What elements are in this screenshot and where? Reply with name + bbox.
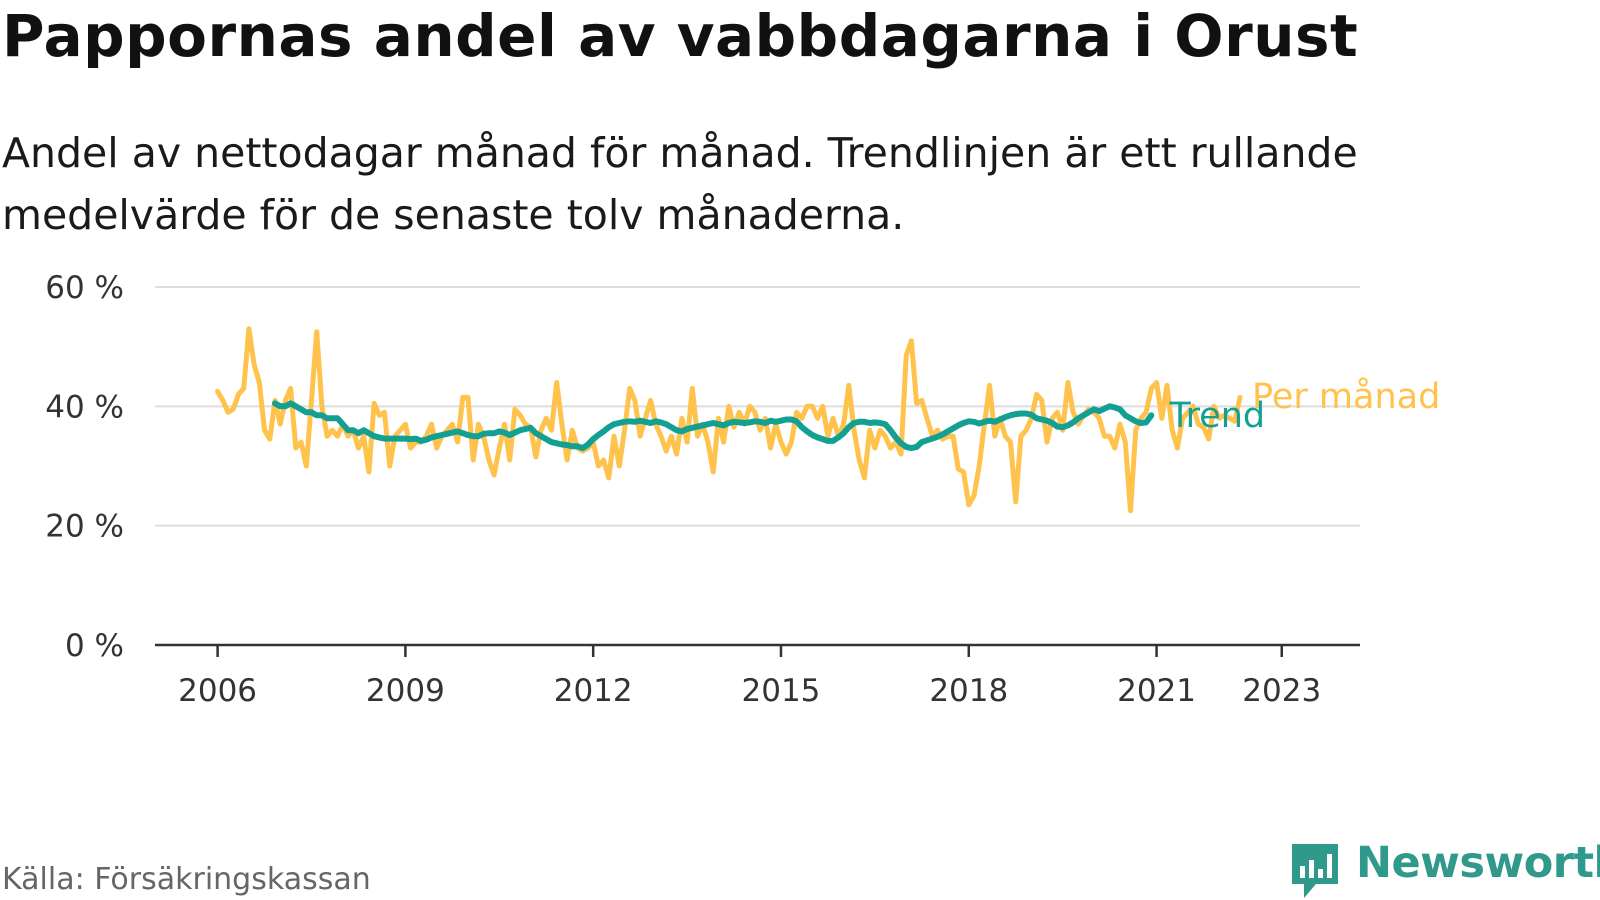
x-tick-label: 2018 [929, 673, 1008, 709]
newsworthy-chart-bubble-icon [1292, 844, 1338, 898]
x-tick-label: 2009 [366, 673, 445, 709]
y-tick-label: 40 % [45, 389, 124, 425]
chart-subtitle: Andel av nettodagar månad för månad. Tre… [2, 129, 1358, 239]
source-note: Källa: Försäkringskassan [2, 862, 371, 897]
x-tick-label: 2006 [178, 673, 257, 709]
series-line-trend [272, 400, 1155, 452]
brand-logo[interactable]: Newsworthy [1290, 838, 1600, 898]
y-tick-label: 60 % [45, 270, 124, 306]
series-line-per-manad [215, 326, 1243, 514]
series-label-per-manad: Per månad [1252, 376, 1440, 417]
y-tick-label: 0 % [65, 628, 124, 664]
series-label-trend: Trend [1168, 396, 1265, 436]
chart-title: Pappornas andel av vabbdagarna i Orust [2, 2, 1359, 70]
line-chart: 0 % 20 % 40 % 60 % 2006 2009 2012 2015 2018 2021 2… [45, 270, 1440, 709]
x-tick-label: 2021 [1117, 673, 1196, 709]
brand-name: Newsworthy [1356, 838, 1600, 888]
y-tick-label: 20 % [45, 509, 124, 545]
x-tick-label: 2012 [554, 673, 633, 709]
x-tick-label: 2015 [742, 673, 821, 709]
x-tick-label: 2023 [1242, 673, 1321, 709]
